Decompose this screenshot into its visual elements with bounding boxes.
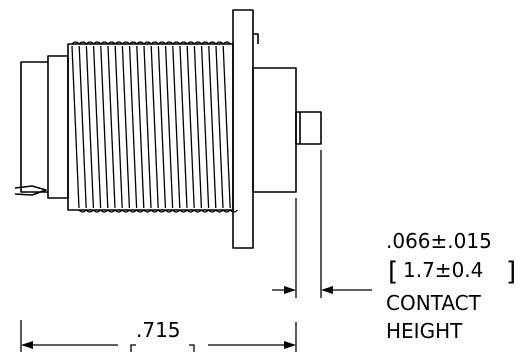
length-metric-bracket xyxy=(130,344,195,352)
thread-line xyxy=(172,45,181,209)
thread-crests-top xyxy=(71,41,231,45)
thread-line xyxy=(179,45,188,209)
length-arrowhead-left xyxy=(21,341,33,349)
thread-line xyxy=(200,45,210,209)
thread-line xyxy=(100,45,109,209)
contact-dimension-metric: 1.7±0.4 xyxy=(403,258,483,282)
thread-line xyxy=(164,45,174,209)
thread-line xyxy=(107,45,116,209)
contact-label-line2: HEIGHT xyxy=(386,319,463,343)
contact-pin xyxy=(295,111,322,145)
thread-lines xyxy=(71,45,231,209)
thread-line xyxy=(78,45,87,209)
thread-crests-bottom xyxy=(78,209,238,213)
thread-line xyxy=(92,45,102,209)
thread-line xyxy=(128,45,138,209)
thread-line xyxy=(150,45,159,209)
thread-line xyxy=(136,45,145,209)
arrowhead-right xyxy=(321,286,333,294)
thread-line xyxy=(222,45,231,209)
thread-line xyxy=(157,45,167,209)
rear-body xyxy=(47,55,69,199)
arrowhead-left xyxy=(284,286,296,294)
thread-line xyxy=(215,45,224,209)
thread-line xyxy=(143,45,152,209)
mounting-flange xyxy=(232,9,254,249)
length-dimension-inch: .715 xyxy=(136,318,181,342)
contact-label-line1: CONTACT xyxy=(386,291,482,315)
rear-cap-notch xyxy=(14,185,47,196)
flange-tab xyxy=(253,33,259,44)
length-arrowhead-right xyxy=(284,341,296,349)
thread-line xyxy=(85,45,95,209)
thread-line xyxy=(186,45,195,209)
rear-cap xyxy=(20,61,48,193)
contact-height-dimension xyxy=(272,150,372,298)
thread-line xyxy=(193,45,203,209)
front-body xyxy=(252,67,297,193)
metric-bracket-right: ] xyxy=(506,257,516,287)
thread-line xyxy=(71,45,80,209)
thread-line xyxy=(114,45,123,209)
contact-dimension-inch: .066±.015 xyxy=(386,229,492,253)
thread-line xyxy=(208,45,217,209)
connector-outline xyxy=(14,9,322,249)
thread-line xyxy=(121,45,131,209)
length-dimension xyxy=(20,320,297,352)
metric-bracket-left: [ xyxy=(388,257,398,287)
